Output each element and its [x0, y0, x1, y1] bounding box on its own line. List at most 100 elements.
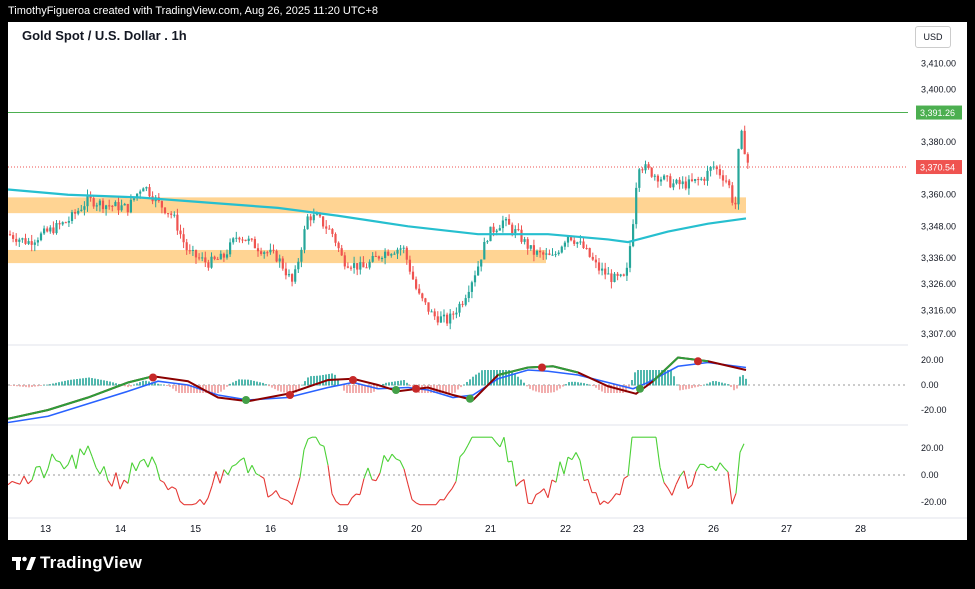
- chart-area[interactable]: 3,410.00 3,400.00 3,391.26 3,380.00 3,370.54…: [8, 22, 967, 540]
- oscillator-segment: [123, 479, 129, 484]
- time-axis-label: 13: [40, 524, 52, 535]
- indicator1-signal-line: [8, 361, 747, 424]
- time-axis-label: 16: [265, 524, 277, 535]
- candle-body: [483, 241, 486, 260]
- histogram-bar: [607, 385, 609, 393]
- histogram-bar: [61, 381, 63, 386]
- histogram-bar: [472, 376, 474, 386]
- candle-body: [353, 263, 356, 268]
- histogram-bar: [19, 385, 21, 387]
- histogram-bar: [682, 385, 684, 390]
- histogram-bar: [322, 374, 324, 386]
- oscillator-segment: [703, 464, 709, 469]
- candle-body: [405, 247, 408, 260]
- histogram-bar: [457, 385, 459, 390]
- candle-body: [176, 214, 179, 231]
- oscillator-segment: [535, 491, 541, 496]
- histogram-bar: [460, 385, 462, 388]
- candle-body: [173, 214, 176, 216]
- oscillator-segment: [575, 452, 581, 461]
- candle-body: [632, 224, 635, 247]
- histogram-bar: [361, 385, 363, 393]
- histogram-bar: [565, 384, 567, 386]
- oscillator-segment: [31, 466, 37, 481]
- histogram-bar: [508, 370, 510, 386]
- oscillator-segment: [399, 460, 405, 470]
- tradingview-logo[interactable]: TradingView: [12, 553, 142, 573]
- oscillator-segment: [35, 465, 41, 468]
- candle-body: [725, 180, 728, 182]
- candle-body: [703, 178, 706, 181]
- histogram-bar: [604, 385, 606, 393]
- candle-body: [384, 251, 387, 259]
- histogram-bar: [250, 380, 252, 386]
- moving-average-line: [8, 188, 747, 244]
- histogram-bar: [82, 378, 84, 386]
- histogram-bar: [13, 385, 15, 386]
- candle-body: [123, 203, 126, 206]
- high-price-badge: [916, 105, 962, 120]
- time-axis-label: 21: [485, 524, 497, 535]
- histogram-bar: [139, 382, 141, 386]
- histogram-bar: [646, 370, 648, 386]
- histogram-bar: [709, 382, 711, 386]
- candle-body: [64, 222, 67, 224]
- candle-body: [604, 268, 607, 275]
- indicator1-macd-up-segment: [8, 375, 154, 420]
- oscillator-segment: [623, 475, 629, 480]
- candle-body: [188, 250, 191, 252]
- histogram-bar: [109, 381, 111, 386]
- price-tick-label: 3,316.00: [921, 305, 956, 315]
- candle-body: [328, 228, 331, 230]
- histogram-bar: [157, 383, 159, 386]
- histogram-bar: [133, 384, 135, 386]
- histogram-bar: [88, 377, 90, 386]
- candle-body: [207, 262, 210, 268]
- histogram-bar: [568, 382, 570, 386]
- oscillator-segment: [195, 499, 201, 505]
- histogram-bar: [724, 383, 726, 386]
- oscillator-segment: [303, 438, 309, 451]
- oscillator-segment: [491, 436, 497, 443]
- indicator2-axis-label: 20.00: [921, 443, 944, 453]
- candle-body: [694, 179, 697, 181]
- candle-body: [39, 233, 43, 241]
- histogram-bar: [664, 370, 666, 386]
- time-axis-label: 23: [633, 524, 645, 535]
- candle-body: [340, 248, 343, 256]
- histogram-bar: [106, 380, 108, 386]
- currency-button[interactable]: USD: [915, 26, 951, 48]
- histogram-bar: [34, 385, 36, 387]
- histogram-bar: [274, 385, 276, 390]
- histogram-bar: [634, 372, 636, 386]
- candle-body: [706, 170, 709, 181]
- candle-body: [235, 237, 238, 239]
- candle-body: [244, 239, 247, 241]
- oscillator-segment: [379, 455, 385, 474]
- oscillator-segment: [615, 493, 621, 496]
- candle-body: [594, 259, 597, 263]
- histogram-bar: [535, 385, 537, 392]
- candle-body: [74, 212, 77, 214]
- candle-body: [548, 253, 551, 255]
- histogram-bar: [244, 379, 246, 386]
- oscillator-segment: [563, 456, 569, 475]
- candle-body: [728, 180, 731, 186]
- histogram-bar: [163, 384, 165, 386]
- candle-body: [260, 251, 263, 254]
- candle-body: [442, 314, 446, 317]
- time-axis-label: 19: [337, 524, 349, 535]
- candle-body: [743, 130, 746, 155]
- crossover-dot: [636, 384, 644, 393]
- candle-body: [557, 252, 560, 255]
- histogram-bar: [409, 385, 411, 387]
- candle-body: [542, 252, 545, 255]
- chart-canvas[interactable]: 3,410.00 3,400.00 3,391.26 3,380.00 3,370.54…: [8, 22, 967, 540]
- oscillator-segment: [67, 454, 73, 465]
- oscillator-segment: [319, 444, 325, 447]
- histogram-bar: [505, 370, 507, 386]
- oscillator-segment: [451, 481, 457, 489]
- candle-body: [272, 249, 275, 251]
- candle-body: [225, 254, 229, 258]
- oscillator-segment: [207, 485, 213, 499]
